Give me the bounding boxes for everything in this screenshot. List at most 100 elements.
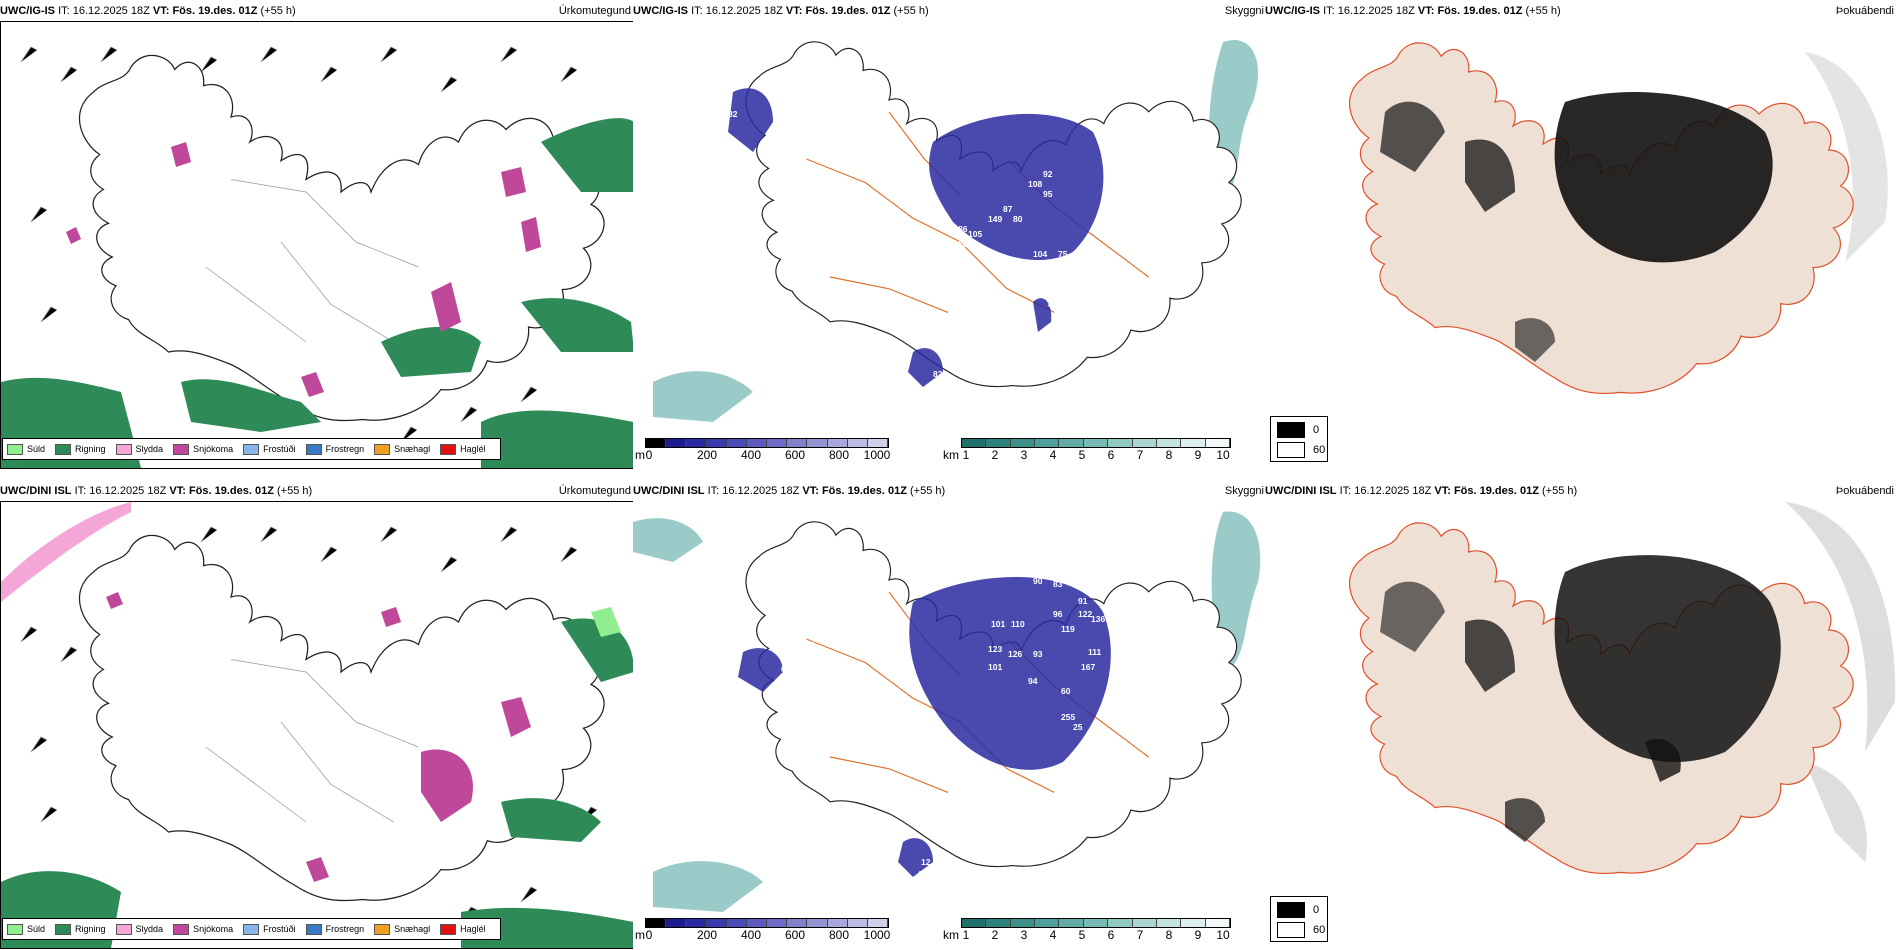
fog-map [1265,22,1898,432]
cloud-base-tick: 800 [828,448,850,462]
model-name: UWC/DINI ISL [633,485,705,497]
point-label: 61 [908,382,918,392]
point-label: 90 [1033,576,1043,586]
cloud-base-strip [645,918,889,928]
point-label: 90 [1193,522,1203,532]
it-value: 16.12.2025 18Z [89,485,167,497]
legend-item-snow: Snjókoma [173,443,233,455]
point-label: 83 [1053,579,1063,589]
snow-areas [106,592,531,882]
model-name: UWC/IG-IS [633,5,688,17]
visibility-tick: 1 [962,928,970,942]
panel-fog-indicator-igis: UWC/IG-IS IT: 16.12.2025 18Z VT: Fös. 19… [1265,0,1900,470]
point-label: 94 [1028,676,1038,686]
cloud-base-tick: 1000 [863,448,891,462]
vt-value: Fös. 19.des. 01Z [1437,5,1523,17]
point-label: 108 [1028,179,1042,189]
vt-value: Fös. 19.des. 01Z [172,5,258,17]
it-label: IT: [58,5,70,17]
point-label: 126 [1008,649,1022,659]
it-value: 16.12.2025 18Z [705,5,783,17]
panel-precip-type-dini: UWC/DINI ISL IT: 16.12.2025 18Z VT: Fös.… [0,480,635,950]
cloud-base-areas [728,88,1104,387]
point-label: 123 [988,644,1002,654]
visibility-tick: 8 [1165,448,1173,462]
cloud-base-colorbar: m 0 200 400 600 800 1000 [633,436,903,464]
point-label: 104 [1033,249,1047,259]
fog-legend-item: 60 [1277,442,1325,458]
fog-map [1265,502,1898,912]
panel-header: UWC/IG-IS IT: 16.12.2025 18Z VT: Fös. 19… [1265,0,1900,22]
panel-visibility-dini: UWC/DINI ISL IT: 16.12.2025 18Z VT: Fös.… [633,480,1268,950]
point-label: 120 [953,239,967,249]
visibility-tick: 2 [991,448,999,462]
vt-value: Fös. 19.des. 01Z [821,485,907,497]
panel-header: UWC/IG-IS IT: 16.12.2025 18Z VT: Fös. 19… [0,0,635,22]
point-label: 154 [1128,664,1142,674]
iceland-outline [78,54,605,422]
point-label: 162 [718,144,732,154]
legend-item-hail: Haglél [440,923,486,935]
visibility-tick: 8 [1165,928,1173,942]
cloud-base-tick: 1000 [863,928,891,942]
visibility-point-labels: 90 98 74 68 90 83 90 91 122 105 87 101 1… [781,522,1203,879]
cloud-base-strip [645,438,889,448]
point-label: 85 [1048,299,1058,309]
panel-title: Úrkomutegund [558,5,631,17]
model-name: UWC/DINI ISL [1265,485,1337,497]
it-label: IT: [707,485,720,497]
point-label: 60 [1061,686,1071,696]
point-label: 92 [1043,169,1053,179]
visibility-tick: 5 [1078,928,1086,942]
it-value: 16.12.2025 18Z [1337,5,1415,17]
point-label: 89 [1138,629,1148,639]
point-label: 71 [1073,249,1083,259]
panel-visibility-igis: UWC/IG-IS IT: 16.12.2025 18Z VT: Fös. 19… [633,0,1268,470]
precip-type-legend: Súld Rigning Slydda Snjókoma Frostúði Fr… [2,438,501,460]
point-label: 82 [933,369,943,379]
point-label: 68 [781,664,791,674]
cloud-base-unit: m [635,928,645,942]
point-label: 115 [1028,264,1042,274]
panel-title: Úrkomutegund [558,485,631,497]
cloud-base-tick: 400 [740,928,762,942]
panel-title: Skyggni [1224,485,1264,497]
visibility-tick: 3 [1020,928,1028,942]
it-value: 16.12.2025 18Z [1354,485,1432,497]
point-label: 136 [1091,614,1105,624]
point-label: 105 [968,229,982,239]
legend-item-snow: Snjókoma [173,923,233,935]
visibility-tick: 7 [1136,928,1144,942]
visibility-tick: 4 [1049,448,1057,462]
legend-item-freezing-drizzle: Frostúði [243,443,296,455]
lead-time: (+55 h) [893,5,929,17]
panel-fog-indicator-dini: UWC/DINI ISL IT: 16.12.2025 18Z VT: Fös.… [1265,480,1900,950]
legend-item-snow-pellets: Snæhagl [374,443,430,455]
cloud-base-tick: 200 [696,448,718,462]
point-label: 167 [1081,662,1095,672]
point-label: 122 [1078,609,1092,619]
point-label: 100 [918,869,932,879]
legend-item-snow-pellets: Snæhagl [374,923,430,935]
lead-time: (+55 h) [1542,485,1578,497]
fog-indicator-areas [1380,92,1773,362]
visibility-tick: 3 [1020,448,1028,462]
point-label: 149 [988,214,1002,224]
visibility-tick: 10 [1216,928,1230,942]
point-label: 110 [1011,619,1025,629]
fog-offshore [1785,502,1896,862]
panel-header: UWC/DINI ISL IT: 16.12.2025 18Z VT: Fös.… [633,480,1268,502]
vt-value: Fös. 19.des. 01Z [188,485,274,497]
panel-header: UWC/IG-IS IT: 16.12.2025 18Z VT: Fös. 19… [633,0,1268,22]
lead-time: (+55 h) [277,485,313,497]
vt-label: VT: [1417,5,1435,17]
point-label: 119 [1061,624,1075,634]
point-label: 80 [1013,214,1023,224]
visibility-strip [961,438,1231,448]
visibility-map: 90 98 74 68 90 83 90 91 122 105 87 101 1… [633,502,1266,912]
fog-legend-item: 0 [1277,422,1319,438]
legend-item-rain: Rigning [55,923,106,935]
point-label: 75 [1058,249,1068,259]
point-label: 111 [1088,647,1102,657]
vt-label: VT: [802,485,819,497]
